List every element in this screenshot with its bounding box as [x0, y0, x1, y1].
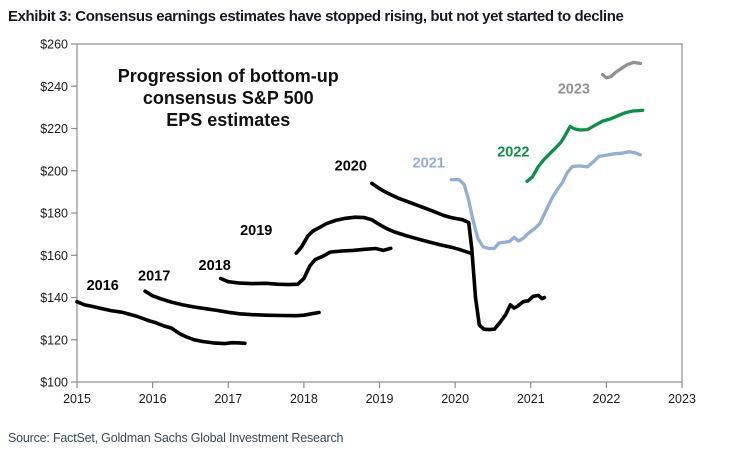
series-label-2018: 2018: [199, 258, 231, 274]
series-label-2021: 2021: [413, 155, 445, 171]
chart-annotation-line: EPS estimates: [166, 110, 290, 130]
x-tick-label: 2018: [290, 392, 318, 406]
series-label-2020: 2020: [335, 158, 367, 174]
series-line-2018: [218, 246, 393, 287]
series-label-2017: 2017: [138, 268, 170, 284]
x-tick-label: 2017: [214, 392, 242, 406]
chart-annotation-line: consensus S&P 500: [143, 88, 314, 108]
chart-annotation-line: Progression of bottom-up: [118, 66, 339, 86]
y-tick-label: $120: [40, 333, 68, 347]
series-line-2023: [600, 60, 643, 80]
x-tick-label: 2020: [441, 392, 469, 406]
y-tick-label: $180: [40, 207, 68, 221]
series-label-2023: 2023: [558, 81, 590, 97]
x-tick-label: 2023: [668, 392, 696, 406]
x-tick-label: 2022: [592, 392, 620, 406]
y-tick-label: $160: [40, 249, 68, 263]
series-line-2019: [294, 215, 473, 255]
series-label-2019: 2019: [240, 223, 272, 239]
y-tick-label: $100: [40, 376, 68, 390]
y-tick-label: $220: [40, 122, 68, 136]
x-tick-label: 2016: [139, 392, 167, 406]
exhibit-title: Exhibit 3: Consensus earnings estimates …: [8, 8, 624, 25]
x-tick-label: 2015: [63, 392, 91, 406]
y-tick-label: $260: [40, 38, 68, 52]
y-tick-label: $240: [40, 80, 68, 94]
x-tick-label: 2019: [366, 392, 394, 406]
source-note: Source: FactSet, Goldman Sachs Global In…: [8, 431, 344, 445]
series-line-2021: [449, 150, 643, 251]
y-tick-label: $200: [40, 164, 68, 178]
series-line-2017: [143, 289, 321, 318]
series-label-2016: 2016: [87, 278, 119, 294]
series-line-2016: [75, 299, 247, 346]
y-tick-label: $140: [40, 291, 68, 305]
series-label-2022: 2022: [497, 145, 529, 161]
series-line-2020: [370, 181, 547, 332]
x-tick-label: 2021: [517, 392, 545, 406]
series-line-2022: [525, 108, 645, 183]
